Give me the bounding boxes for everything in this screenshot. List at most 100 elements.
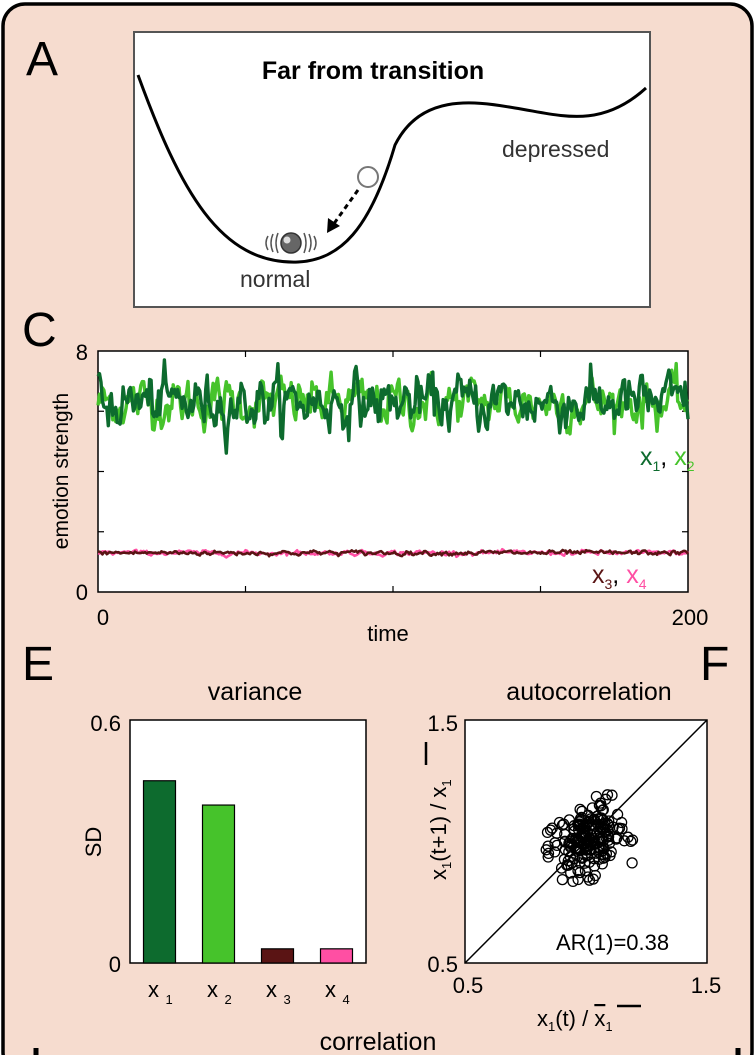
scatter-point [574,803,586,816]
legend-x3: x [592,561,605,589]
autocorrelation-title: autocorrelation [506,678,671,706]
bar-ylabel: SD [81,827,106,858]
scatter-point [576,805,588,817]
panel-label-a: A [26,33,58,86]
legend-x1-x2: x1, x2 [640,443,695,474]
scatter-ylabel-bar: x [426,787,451,798]
bar-category-sub: 1 [166,992,173,1007]
scatter-point [572,865,584,877]
scatter-xlabel-rest: (t) / [555,1006,594,1031]
scatter-point [567,875,579,888]
scatter-point [589,869,601,882]
scatter-point [564,851,577,863]
scatter-point [596,821,608,833]
bar-category-sub: 4 [343,992,350,1007]
legend-sep-top: , [660,443,674,471]
scatter-point [566,838,578,850]
scatter-ylabel: x1(t+1) / x1 [426,779,454,880]
scatter-point [626,834,639,846]
scatter-point [598,823,610,835]
scatter-point [612,823,624,835]
timeseries-ylabel: emotion strength [50,393,73,549]
bar-category-label: x [325,977,336,1002]
legend-x2: x [674,443,687,471]
scatter-point [565,867,577,879]
scatter-point [583,832,596,845]
bar-ytick-top: 0.6 [90,711,121,736]
scatter-point [573,820,585,833]
scatter-point [563,814,575,826]
legend-x1: x [640,443,653,471]
scatter-point [590,790,603,803]
legend-x1-sub: 1 [653,458,661,474]
timeseries-xtick-right: 200 [672,605,709,630]
scatter-point [579,865,592,877]
ball-arrow-head [327,218,340,233]
ball-current-shine [283,236,291,244]
scatter-point [556,873,569,886]
scatter-xtick-left: 0.5 [453,973,484,998]
scatter-point [588,853,600,865]
bar-category-sub: 2 [225,992,232,1007]
scatter-point [616,823,628,835]
variance-title: variance [208,678,303,706]
scatter-ylabel-sub: 1 [439,862,454,869]
bar-x2 [201,804,236,964]
legend-x3-x4: x3, x4 [592,561,647,592]
series-line-x1 [96,358,690,455]
vibration-marks-left [265,232,279,254]
scatter-point [555,862,568,874]
scatter-point [615,816,628,829]
scatter-point [542,847,555,860]
label-normal: normal [240,266,310,292]
scatter-point [563,846,575,858]
scatter-point [581,850,594,862]
scatter-point [596,831,609,844]
legend-x4-sub: 4 [639,576,647,592]
potential-curve [136,74,648,264]
scatter-point [551,839,563,852]
scatter-point [601,789,614,801]
scatter-point [549,846,561,858]
scatter-ylabel-rest: (t+1) / [426,798,451,862]
scatter-ytick-bottom: 0.5 [427,952,458,977]
bar-category-label: x [266,977,277,1002]
landscape-frame [133,31,651,308]
scatter-point [576,852,588,864]
scatter-point [626,857,638,869]
ar1-annotation: AR(1)=0.38 [556,930,669,955]
scatter-point [544,824,557,836]
scatter-point [570,832,582,844]
timeseries-ticks [98,351,688,592]
scatter-point [595,800,607,812]
ball-arrow [331,189,360,226]
scatter-ylabel-main: x [426,869,451,880]
bar-category-sub: 3 [284,992,291,1007]
bar-x1 [142,780,177,964]
label-depressed: depressed [502,136,609,162]
scatter-ylabel-bar-sub: 1 [439,779,454,786]
timeseries-ytick-top: 8 [76,340,88,365]
vibration-marks-right [303,232,317,254]
scatter-xlabel-bar: x [594,1006,605,1031]
timeseries-ytick-bottom: 0 [76,580,88,605]
scatter-point [625,835,637,848]
scatter-point [600,831,612,843]
correlation-label: correlation [320,1028,437,1055]
scatter-ytick-top: 1.5 [427,711,458,736]
scatter-xlabel-bar-sub: 1 [605,1019,612,1034]
panel-label-f: F [700,638,729,691]
scatter-xtick-right: 1.5 [691,973,722,998]
ball-current [280,232,302,254]
scatter-point [551,827,563,839]
bar-ytick-bottom: 0 [109,952,121,977]
scatter-points [540,789,639,888]
scatter-point [602,834,615,846]
scatter-xlabel-sub: 1 [548,1019,555,1034]
legend-x2-sub: 2 [687,458,695,474]
panel-label-e: E [22,638,54,691]
series-line-x3 [97,548,690,558]
